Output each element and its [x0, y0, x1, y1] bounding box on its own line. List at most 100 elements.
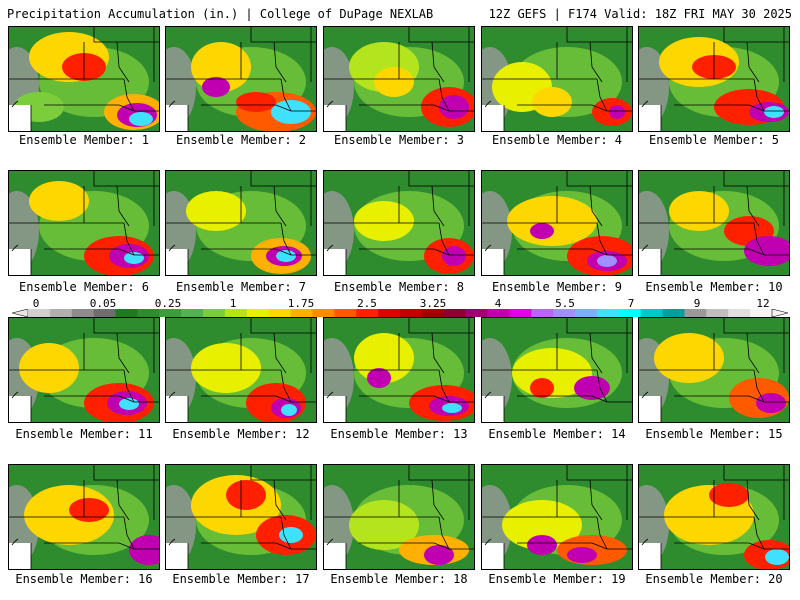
ensemble-map-panel — [8, 26, 160, 132]
ensemble-map-panel — [8, 170, 160, 276]
ensemble-map-panel — [323, 170, 475, 276]
colorbar-segment — [400, 309, 423, 317]
colorbar-segment — [246, 309, 270, 317]
colorbar-segment — [750, 309, 773, 317]
precip-blob — [367, 368, 391, 388]
state-boundaries — [9, 171, 159, 275]
no-data-region — [324, 396, 346, 422]
colorbar-tick-label: 7 — [627, 297, 635, 310]
precip-blob — [226, 480, 266, 510]
colorbar-segment — [290, 309, 313, 317]
precipitation-map — [324, 318, 474, 422]
no-data-region — [166, 105, 188, 131]
coastline — [484, 538, 492, 546]
colorbar-tick-label: 0.25 — [154, 297, 182, 310]
precip-blob — [129, 535, 159, 565]
no-data-region — [9, 105, 31, 131]
ensemble-map-panel — [481, 317, 633, 423]
precipitation-map — [639, 171, 789, 275]
colorbar-tick-label: 2.5 — [357, 297, 377, 310]
precipitation-map — [9, 27, 159, 131]
colorbar-segment — [115, 309, 138, 317]
precipitation-map — [639, 27, 789, 131]
no-data-region — [482, 396, 504, 422]
colorbar-segment — [268, 309, 291, 317]
colorbar-tick-label: 0 — [32, 297, 40, 310]
coastline — [641, 244, 649, 252]
no-data-region — [639, 249, 661, 275]
ensemble-member-label: Ensemble Member: 2 — [175, 133, 307, 147]
colorbar-segment — [662, 309, 685, 317]
no-data-region — [9, 396, 31, 422]
colorbar-tick-label: 4 — [494, 297, 502, 310]
precip-blob — [442, 246, 466, 266]
no-data-region — [166, 249, 188, 275]
precip-blob — [129, 112, 153, 126]
state-boundaries — [639, 171, 789, 275]
precipitation-map — [324, 465, 474, 569]
precip-blob — [442, 403, 462, 413]
chart-title: Precipitation Accumulation (in.) | Colle… — [7, 7, 434, 21]
ensemble-member-label: Ensemble Member: 6 — [18, 280, 150, 294]
coastline — [168, 100, 176, 108]
precipitation-map — [482, 465, 632, 569]
precip-blob — [439, 95, 469, 119]
precipitation-map — [482, 27, 632, 131]
coastline — [484, 100, 492, 108]
precip-blob — [502, 500, 582, 550]
precip-blob — [276, 250, 296, 262]
precip-blob — [69, 498, 109, 522]
ensemble-member-label: Ensemble Member: 14 — [488, 427, 626, 441]
coastline — [168, 538, 176, 546]
precip-blob — [424, 545, 454, 565]
no-data-region — [166, 396, 188, 422]
state-boundaries — [324, 171, 474, 275]
colorbar-segment — [618, 309, 642, 317]
coastline — [11, 244, 19, 252]
ensemble-member-label: Ensemble Member: 1 — [18, 133, 150, 147]
ensemble-member-label: Ensemble Member: 15 — [645, 427, 783, 441]
colorbar-segment — [706, 309, 729, 317]
no-data-region — [639, 543, 661, 569]
no-data-region — [9, 249, 31, 275]
precip-blob — [654, 333, 724, 383]
colorbar-segment — [49, 309, 73, 317]
ensemble-member-label: Ensemble Member: 18 — [330, 572, 468, 586]
coastline — [326, 244, 334, 252]
colorbar-segment — [509, 309, 532, 317]
no-data-region — [324, 249, 346, 275]
ensemble-map-panel — [638, 464, 790, 570]
coastline — [641, 100, 649, 108]
coastline — [168, 244, 176, 252]
colorbar-segment — [71, 309, 94, 317]
state-boundaries — [166, 27, 316, 131]
precipitation-map — [166, 27, 316, 131]
no-data-region — [482, 543, 504, 569]
state-boundaries — [639, 27, 789, 131]
state-boundaries — [482, 318, 632, 422]
ensemble-map-panel — [8, 464, 160, 570]
colorbar-segment — [224, 309, 248, 317]
precip-blob — [507, 196, 597, 246]
colorbar-tick-label: 5.5 — [555, 297, 575, 310]
ensemble-member-label: Ensemble Member: 9 — [491, 280, 623, 294]
ensemble-map-panel — [481, 464, 633, 570]
ensemble-map-panel — [323, 464, 475, 570]
precipitation-map — [482, 171, 632, 275]
precipitation-map — [324, 171, 474, 275]
colorbar-tick-label: 1 — [229, 297, 237, 310]
ensemble-map-panel — [323, 26, 475, 132]
precip-blob — [532, 87, 572, 117]
ensemble-map-panel — [638, 317, 790, 423]
precip-blob — [354, 201, 414, 241]
coastline — [11, 391, 19, 399]
coastline — [641, 538, 649, 546]
ensemble-map-panel — [165, 170, 317, 276]
no-data-region — [324, 543, 346, 569]
precip-blob — [597, 255, 617, 267]
state-boundaries — [9, 318, 159, 422]
precip-blob — [764, 106, 784, 118]
colorbar-segment — [684, 309, 707, 317]
colorbar-segment — [203, 309, 226, 317]
precipitation-map — [9, 465, 159, 569]
